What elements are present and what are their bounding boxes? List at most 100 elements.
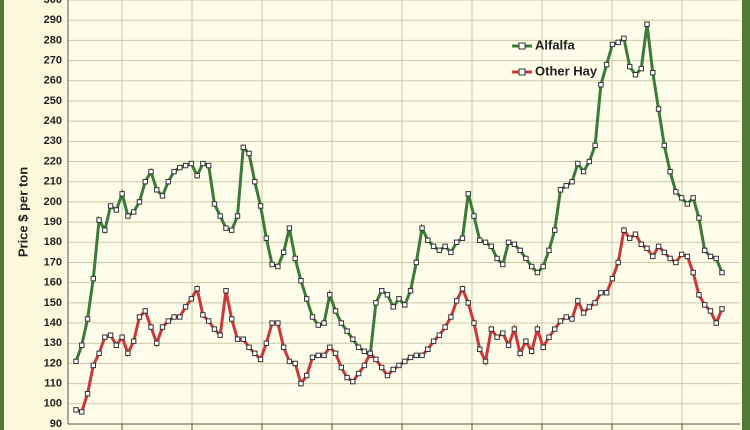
point — [96, 217, 102, 223]
point — [552, 227, 558, 233]
point — [569, 179, 575, 185]
point — [304, 372, 310, 379]
point — [627, 63, 633, 70]
point — [436, 247, 443, 254]
point — [148, 324, 154, 330]
point — [188, 160, 195, 167]
point — [390, 366, 396, 373]
legend-label: Other Hay — [535, 63, 598, 78]
point — [719, 269, 725, 276]
y-tick-label: 90 — [50, 418, 62, 430]
point — [546, 247, 552, 254]
point — [234, 336, 241, 342]
point — [327, 344, 333, 350]
y-tick-label: 120 — [44, 357, 62, 369]
point — [73, 407, 79, 413]
point — [165, 318, 171, 324]
point — [396, 296, 402, 302]
point — [465, 300, 471, 306]
point — [90, 275, 97, 282]
point — [517, 350, 523, 357]
point — [586, 158, 593, 165]
point — [459, 286, 466, 292]
point — [471, 320, 477, 326]
point — [707, 308, 714, 314]
point — [142, 308, 148, 314]
y-tick-label: 100 — [44, 398, 62, 410]
point — [194, 286, 200, 292]
point — [280, 344, 287, 350]
point — [701, 247, 708, 254]
point — [390, 304, 396, 310]
point — [482, 239, 489, 245]
point — [130, 338, 137, 344]
point — [355, 370, 362, 377]
point — [154, 340, 160, 346]
point — [546, 334, 552, 340]
point — [505, 239, 512, 245]
point — [205, 162, 212, 169]
point — [650, 69, 656, 76]
point — [361, 348, 368, 355]
y-tick-label: 130 — [44, 337, 62, 349]
point — [113, 207, 120, 213]
point — [407, 354, 414, 361]
point — [713, 255, 719, 262]
point — [563, 314, 569, 320]
point — [482, 358, 489, 365]
legend-label: Alfalfa — [535, 37, 576, 52]
point — [309, 354, 316, 361]
point — [280, 249, 287, 256]
point — [90, 362, 97, 369]
point — [459, 235, 466, 241]
point — [182, 304, 189, 310]
point — [627, 235, 633, 241]
point — [557, 187, 564, 193]
point — [84, 391, 91, 397]
point — [182, 162, 189, 169]
point — [217, 213, 223, 219]
point — [615, 39, 621, 46]
point — [563, 183, 569, 189]
point — [615, 259, 621, 266]
point — [332, 350, 339, 357]
point — [136, 314, 143, 320]
point — [257, 356, 264, 363]
point — [402, 358, 408, 365]
point — [240, 336, 246, 342]
y-tick-label: 200 — [44, 196, 62, 208]
point — [240, 144, 246, 151]
point — [344, 374, 350, 381]
point — [257, 203, 264, 209]
point — [465, 191, 471, 197]
point — [177, 164, 183, 171]
point — [701, 302, 708, 308]
point — [494, 255, 500, 262]
point — [667, 255, 673, 262]
point — [534, 269, 541, 276]
point — [338, 364, 345, 371]
point — [592, 300, 598, 306]
point — [188, 296, 195, 302]
point — [292, 255, 298, 262]
point — [292, 360, 298, 367]
point — [684, 201, 691, 207]
point — [575, 298, 581, 304]
point — [73, 358, 79, 365]
point — [165, 179, 171, 185]
point — [575, 160, 581, 167]
y-tick-label: 190 — [44, 216, 62, 228]
point — [275, 320, 281, 326]
point — [500, 261, 506, 268]
point — [419, 352, 425, 359]
point — [407, 288, 414, 294]
point — [350, 378, 356, 385]
point — [667, 168, 673, 175]
point — [286, 358, 293, 365]
y-tick-label: 260 — [44, 75, 62, 87]
point — [673, 189, 679, 195]
point — [425, 237, 431, 243]
point — [603, 61, 610, 68]
point — [136, 199, 143, 205]
point — [638, 65, 644, 72]
